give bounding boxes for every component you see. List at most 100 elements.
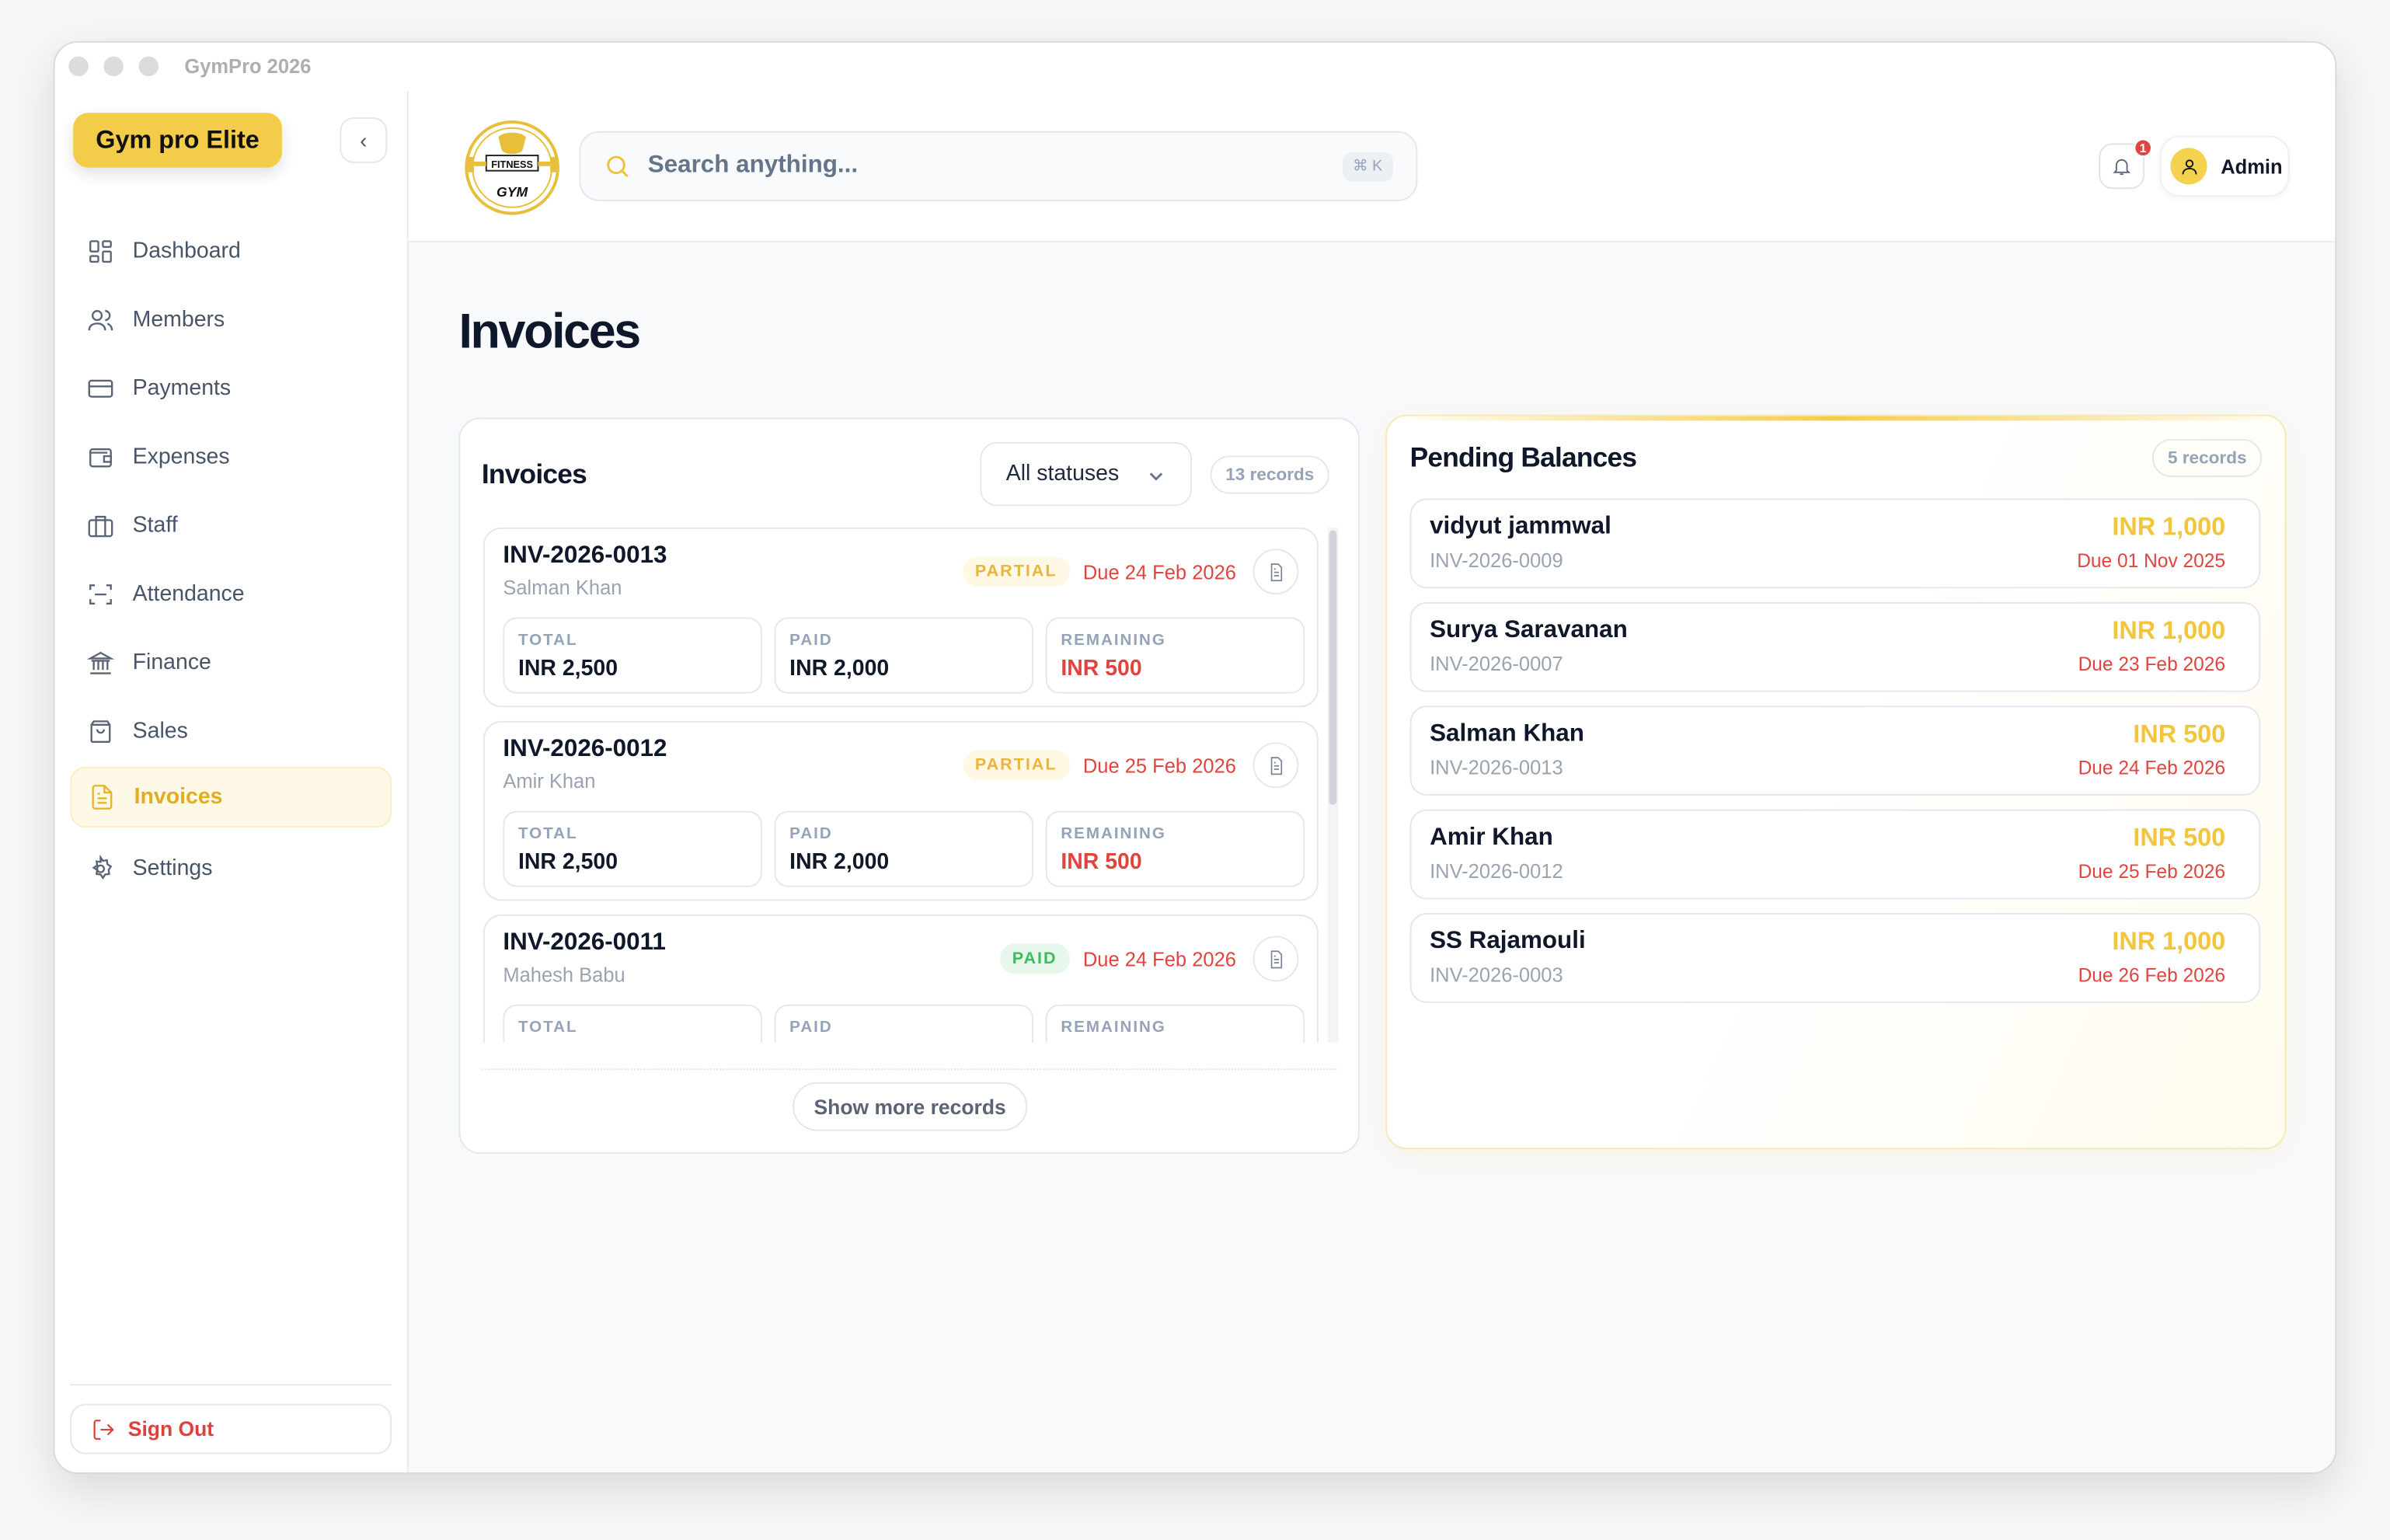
sidebar-item-settings[interactable]: Settings: [70, 838, 392, 899]
member-name: Amir Khan: [1430, 824, 1553, 851]
invoice-member: Amir Khan: [503, 769, 596, 793]
total-label: TOTAL: [517, 631, 578, 650]
total-label: TOTAL: [517, 1018, 578, 1037]
pending-row[interactable]: SS Rajamouli INV-2026-0003 INR 1,000 Due 26…: [1409, 913, 2261, 1003]
remaining-value: INR 500: [1061, 657, 1142, 681]
sidebar-divider: [70, 1384, 392, 1386]
chevron-down-icon: [1149, 472, 1163, 481]
sidebar-item-dashboard[interactable]: Dashboard: [70, 221, 392, 281]
invoice-card[interactable]: INV-2026-0011 Mahesh Babu PAID Due 24 Feb…: [483, 915, 1319, 1043]
total-value: INR 2,500: [517, 850, 618, 876]
sidebar-item-payments[interactable]: Payments: [70, 358, 392, 419]
accent-line: [1387, 416, 2285, 421]
sidebar-item-attendance[interactable]: Attendance: [70, 564, 392, 625]
gym-logo: FITNESS GYM: [465, 120, 559, 215]
close-window-button[interactable]: [68, 56, 89, 77]
invoice-member: Mahesh Babu: [503, 963, 625, 987]
users-icon: [88, 310, 113, 331]
sidebar-item-sales[interactable]: Sales: [70, 701, 392, 761]
chevron-left-icon: ‹: [360, 127, 368, 153]
user-name: Admin: [2221, 155, 2283, 178]
scan-icon: [89, 584, 112, 605]
shortcut-hint: ⌘ K: [1342, 152, 1393, 182]
invoice-id: INV-2026-0012: [1430, 859, 1563, 883]
credit-card-icon: [88, 379, 113, 398]
invoice-id: INV-2026-0012: [503, 736, 667, 762]
status-filter-select[interactable]: All statuses: [980, 441, 1193, 507]
user-icon: [2181, 159, 2197, 174]
log-out-icon: [93, 1419, 114, 1439]
sidebar-item-finance[interactable]: Finance: [70, 632, 392, 693]
search-placeholder: Search anything...: [647, 152, 859, 179]
invoice-id: INV-2026-0007: [1430, 652, 1563, 676]
shopping-bag-icon: [90, 720, 111, 744]
status-badge: PARTIAL: [963, 750, 1070, 781]
minimize-window-button[interactable]: [103, 56, 124, 77]
bell-icon: [2113, 159, 2131, 176]
sidebar-item-label: Sales: [132, 719, 188, 744]
paid-value: INR 2,000: [789, 657, 890, 681]
view-invoice-button[interactable]: [1252, 935, 1299, 982]
sidebar-item-label: Settings: [132, 856, 213, 881]
sidebar-item-label: Members: [132, 308, 225, 333]
due-date: Due 26 Feb 2026: [2078, 964, 2226, 987]
view-invoice-button[interactable]: [1252, 742, 1299, 789]
sidebar-item-members[interactable]: Members: [70, 290, 392, 350]
paid-label: PAID: [789, 824, 833, 843]
records-count-badge: 13 records: [1210, 455, 1329, 494]
sign-out-button[interactable]: Sign Out: [70, 1403, 392, 1455]
records-count-badge: 5 records: [2152, 438, 2263, 478]
pending-row[interactable]: Amir Khan INV-2026-0012 INR 500 Due 25 Feb …: [1409, 809, 2261, 900]
invoice-card[interactable]: INV-2026-0013 Salman Khan PARTIAL Due 24 …: [483, 527, 1319, 708]
scrollbar-thumb[interactable]: [1329, 530, 1337, 805]
pending-row[interactable]: Salman Khan INV-2026-0013 INR 500 Due 24 Fe…: [1409, 706, 2261, 796]
document-icon: [1270, 949, 1282, 968]
invoice-id: INV-2026-0009: [1430, 549, 1563, 572]
sidebar-item-label: Dashboard: [132, 239, 241, 264]
sidebar-item-label: Invoices: [134, 785, 223, 810]
pending-row[interactable]: Surya Saravanan INV-2026-0007 INR 1,000 Due…: [1409, 601, 2261, 692]
document-icon: [1270, 756, 1282, 775]
paid-label: PAID: [789, 631, 833, 650]
show-more-button[interactable]: Show more records: [793, 1082, 1028, 1131]
notifications-button[interactable]: 1: [2099, 138, 2152, 190]
document-icon: [1270, 563, 1282, 581]
balance-amount: INR 500: [2133, 824, 2226, 852]
balance-amount: INR 1,000: [2112, 617, 2226, 645]
invoice-list-scrollbar[interactable]: [1327, 527, 1339, 1043]
remaining-box: REMAINING INR 500: [1045, 810, 1305, 887]
top-header: FITNESS GYM Search anything... ⌘ K 1 Adm…: [408, 91, 2336, 242]
invoice-id: INV-2026-0013: [503, 542, 667, 569]
avatar: [2170, 148, 2207, 185]
app-window: GymPro 2026 Gym pro Elite ‹ Dashboard Me…: [53, 40, 2337, 1474]
due-date: Due 01 Nov 2025: [2077, 550, 2226, 572]
balance-amount: INR 1,000: [2112, 928, 2226, 956]
total-box: TOTAL INR 2,500: [503, 810, 762, 887]
search-input[interactable]: Search anything... ⌘ K: [579, 131, 1418, 201]
invoice-card[interactable]: INV-2026-0012 Amir Khan PARTIAL Due 25 Fe…: [483, 720, 1319, 901]
pending-row[interactable]: vidyut jammwal INV-2026-0009 INR 1,000 Due …: [1409, 498, 2261, 589]
member-name: Salman Khan: [1430, 720, 1584, 747]
total-label: TOTAL: [517, 824, 578, 843]
sidebar-item-label: Payments: [132, 376, 232, 401]
total-value: INR 2,500: [517, 657, 618, 681]
sidebar-item-staff[interactable]: Staff: [70, 496, 392, 556]
maximize-window-button[interactable]: [138, 56, 159, 77]
sidebar-item-label: Expenses: [132, 444, 230, 470]
user-menu-button[interactable]: Admin: [2159, 135, 2290, 197]
svg-text:GYM: GYM: [496, 184, 528, 200]
pending-balances-title: Pending Balances: [1409, 441, 1637, 473]
collapse-sidebar-button[interactable]: ‹: [340, 117, 388, 163]
sidebar-item-invoices[interactable]: Invoices: [70, 766, 392, 828]
invoice-member: Salman Khan: [503, 576, 622, 599]
main-content: Invoices Invoices All statuses 13 record…: [408, 242, 2336, 1473]
gear-icon: [92, 855, 113, 880]
due-date: Due 24 Feb 2026: [1082, 947, 1236, 970]
sidebar-item-expenses[interactable]: Expenses: [70, 427, 392, 487]
file-text-icon: [92, 785, 113, 810]
due-date: Due 25 Feb 2026: [2078, 861, 2226, 883]
brand-button[interactable]: Gym pro Elite: [73, 113, 282, 168]
view-invoice-button[interactable]: [1252, 549, 1299, 595]
balance-amount: INR 1,000: [2112, 514, 2226, 542]
due-date: Due 24 Feb 2026: [2078, 757, 2226, 779]
